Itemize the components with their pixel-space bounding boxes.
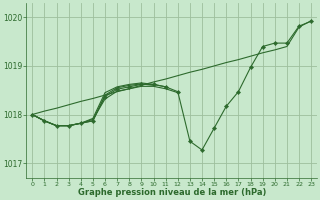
X-axis label: Graphe pression niveau de la mer (hPa): Graphe pression niveau de la mer (hPa): [77, 188, 266, 197]
